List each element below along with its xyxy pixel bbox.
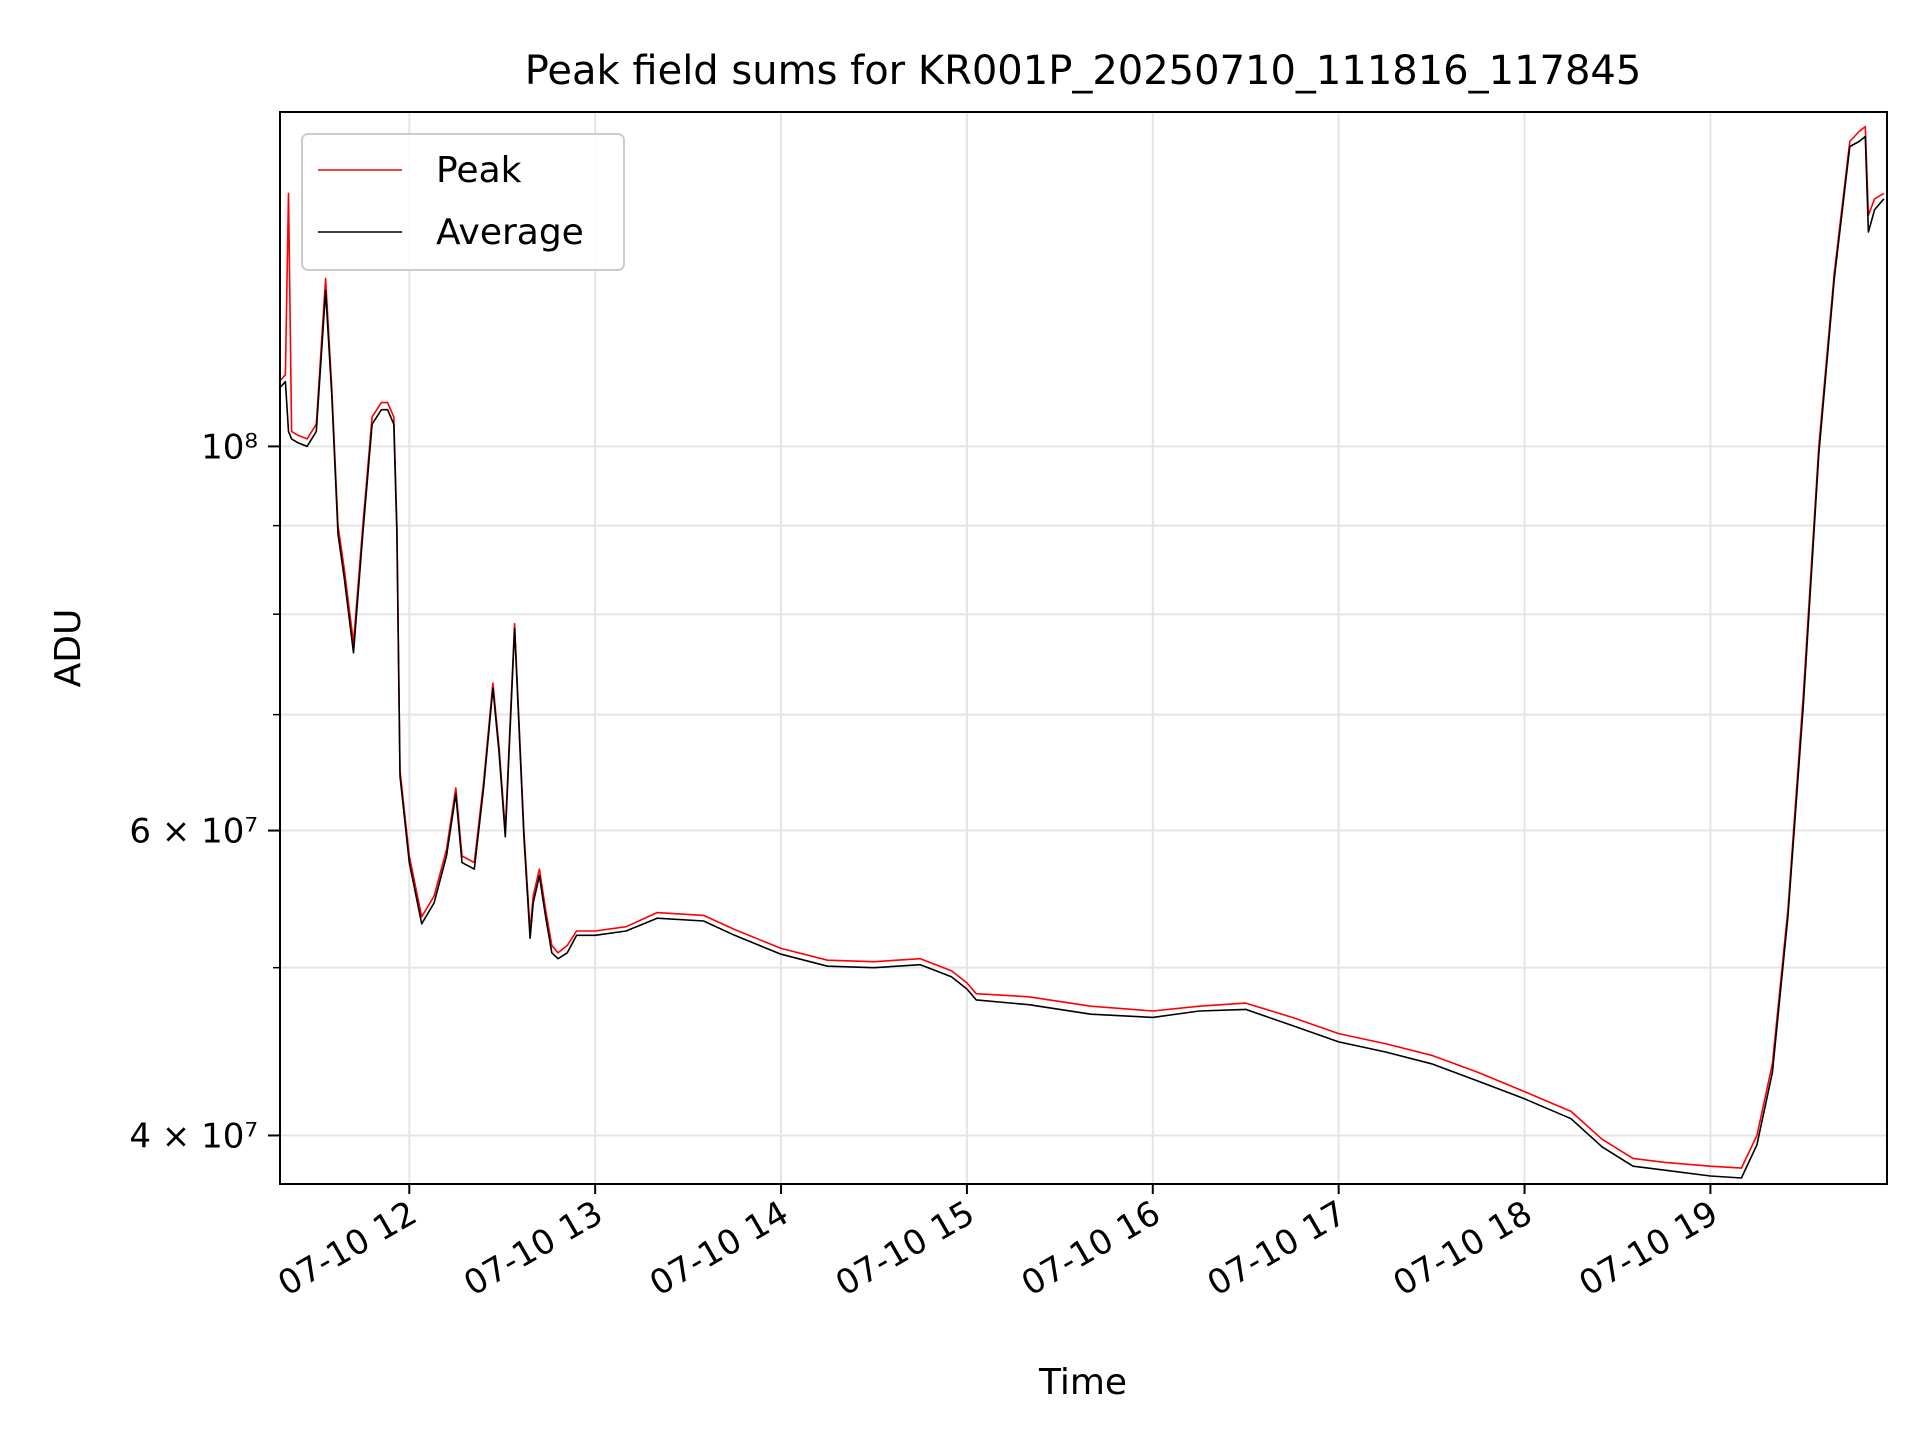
x-axis-label: Time: [1038, 1362, 1127, 1403]
grid: [280, 112, 1887, 1184]
plot-lines: [278, 125, 1885, 1179]
series-line-peak: [278, 125, 1885, 1169]
plot-frame: [279, 111, 1888, 1185]
legend-box: [301, 133, 625, 271]
y-tick-label: 6 × 10⁷: [129, 812, 258, 852]
legend-label-peak: Peak: [436, 150, 522, 191]
y-axis-label: ADU: [48, 609, 89, 688]
chart-title: Peak field sums for KR001P_20250710_1118…: [525, 48, 1642, 94]
legend: Peak Average: [301, 133, 625, 271]
legend-label-average: Average: [436, 212, 584, 253]
y-tick-label: 10⁸: [201, 427, 258, 467]
series-line-average: [278, 135, 1885, 1179]
y-tick-label: 4 × 10⁷: [129, 1116, 258, 1156]
